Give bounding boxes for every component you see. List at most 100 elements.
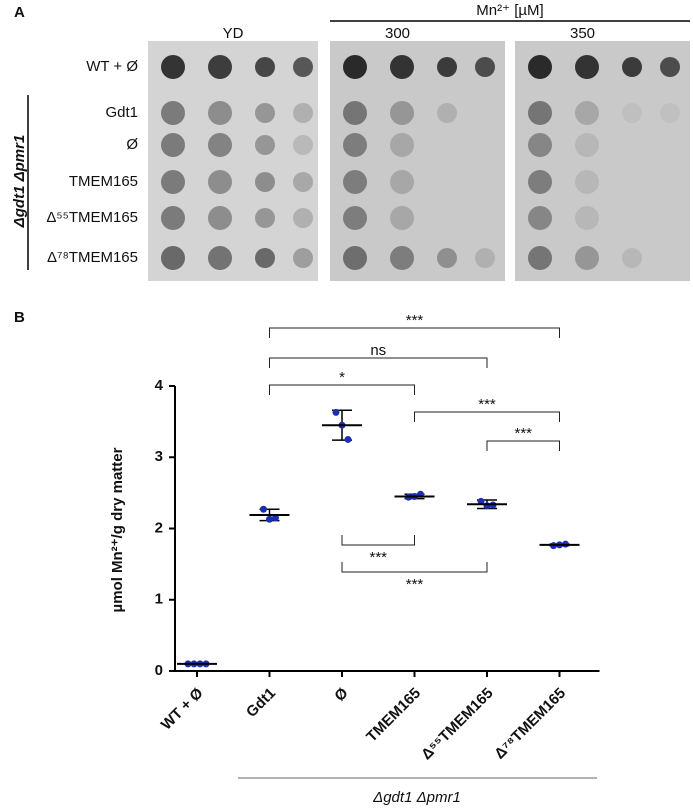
significance-label: *** [478,396,496,413]
colony-spot [161,101,185,125]
plate [515,41,690,281]
significance-label: *** [406,312,424,329]
y-tick-label: 4 [155,377,164,394]
row-label: TMEM165 [69,173,138,190]
colony-spot [390,101,414,125]
y-tick-label: 2 [155,519,163,536]
plate-label: YD [223,25,244,42]
plate-label: 350 [570,25,595,42]
colony-spot [293,57,313,77]
colony-spot [528,170,552,194]
group-label: Δgdt1 Δpmr1 [372,789,461,806]
significance-bracket [486,440,560,451]
x-tick-label: Δ⁷⁸TMEM165 [491,685,569,763]
panel-label: B [14,309,25,326]
colony-spot [622,57,642,77]
colony-spot [255,248,275,268]
colony-spot [161,133,185,157]
data-point [272,514,279,522]
plate [330,41,505,281]
panel-label: A [14,4,25,21]
colony-spot [255,208,275,228]
x-tick-label: Gdt1 [243,685,279,721]
colony-spot [343,246,367,270]
colony-spot [575,55,599,79]
colony-spot [343,170,367,194]
colony-spot [575,133,599,157]
row-label: Δ⁵⁵TMEM165 [46,209,138,226]
colony-spot [622,103,642,123]
colony-spot [343,55,367,79]
x-tick-label: WT + Ø [158,684,207,733]
colony-spot [208,101,232,125]
data-point [477,497,485,505]
significance-bracket [341,535,415,546]
colony-spot [575,170,599,194]
colony-spot [390,246,414,270]
colony-spot [208,55,232,79]
colony-spot [528,101,552,125]
y-tick-label: 1 [155,591,163,608]
colony-spot [390,55,414,79]
colony-spot [528,133,552,157]
colony-spot [390,206,414,230]
colony-spot [161,55,185,79]
significance-bracket [269,327,560,338]
colony-spot [528,206,552,230]
significance-label: *** [514,425,532,442]
significance-label: *** [369,549,387,566]
colony-spot [293,135,313,155]
colony-spot [293,208,313,228]
row-label: Gdt1 [105,104,138,121]
colony-spot [575,246,599,270]
y-axis-label: µmol Mn²⁺/g dry matter [109,447,126,612]
significance-label: * [339,369,345,386]
row-label: Δ⁷⁸TMEM165 [47,249,138,266]
x-tick-label: Ø [331,684,352,705]
colony-spot [528,246,552,270]
significance-bracket [269,384,415,395]
x-tick-label: TMEM165 [363,685,424,746]
colony-spot [161,246,185,270]
significance-bracket [269,357,488,368]
colony-spot [293,103,313,123]
colony-spot [622,248,642,268]
significance-label: *** [406,576,424,593]
row-label: WT + Ø [86,58,138,75]
x-tick-label: Δ⁵⁵TMEM165 [418,685,497,764]
colony-spot [475,57,495,77]
colony-spot [475,248,495,268]
colony-spot [528,55,552,79]
colony-spot [437,57,457,77]
condition-label: Mn²⁺ [µM] [476,2,543,19]
colony-spot [208,170,232,194]
plate-label: 300 [385,25,410,42]
colony-spot [208,206,232,230]
data-point [483,502,491,510]
row-label: Ø [126,136,138,153]
colony-spot [161,206,185,230]
colony-spot [293,172,313,192]
y-tick-label: 3 [155,448,163,465]
colony-spot [208,246,232,270]
colony-spot [255,103,275,123]
data-point [260,505,267,513]
colony-spot [575,206,599,230]
colony-spot [255,57,275,77]
colony-spot [660,103,680,123]
colony-spot [161,170,185,194]
colony-spot [343,206,367,230]
colony-spot [660,57,680,77]
colony-spot [390,170,414,194]
colony-spot [343,101,367,125]
colony-spot [255,135,275,155]
significance-bracket [341,562,488,573]
significance-label: ns [370,342,386,359]
significance-bracket [414,411,560,422]
colony-spot [575,101,599,125]
colony-spot [437,103,457,123]
y-tick-label: 0 [155,662,163,679]
colony-spot [343,133,367,157]
data-point [332,408,340,416]
